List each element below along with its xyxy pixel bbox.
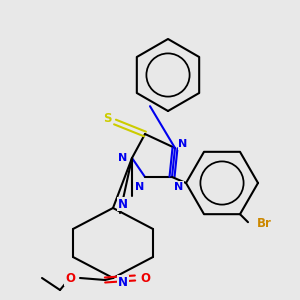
- Text: O: O: [140, 272, 150, 286]
- Text: O: O: [65, 272, 75, 286]
- Text: N: N: [118, 153, 127, 163]
- Text: N: N: [118, 275, 128, 289]
- Text: N: N: [178, 139, 188, 149]
- Text: S: S: [103, 112, 111, 125]
- Text: N: N: [174, 182, 184, 192]
- Text: N: N: [135, 182, 145, 192]
- Text: Br: Br: [256, 217, 272, 230]
- Text: N: N: [118, 197, 128, 211]
